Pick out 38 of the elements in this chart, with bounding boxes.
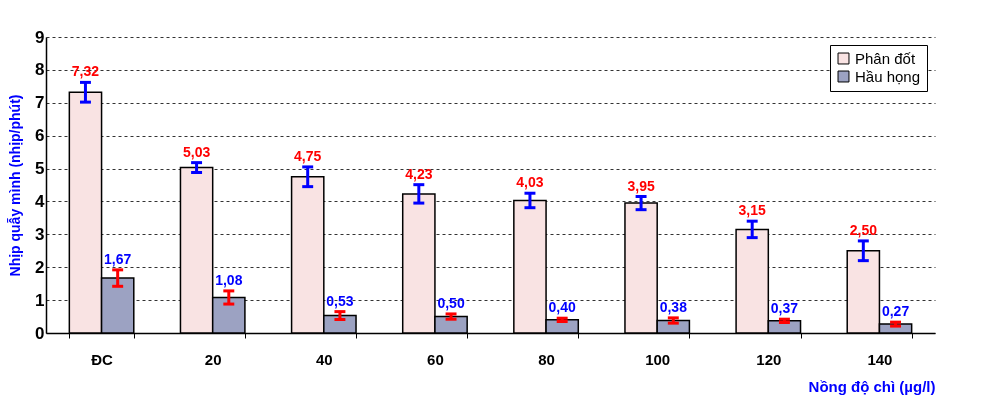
legend-label: Phân đốt (855, 49, 916, 67)
data-label: 0,38 (659, 298, 688, 315)
data-label: 0,53 (326, 292, 354, 309)
data-label: 4,75 (294, 147, 322, 164)
x-tick-label: 100 (645, 350, 671, 368)
data-label: 3,95 (627, 177, 655, 194)
y-tick-label: 0 (35, 323, 45, 343)
x-tick-label: 20 (204, 350, 222, 368)
data-label: 1,67 (104, 250, 132, 267)
data-label: 1,08 (215, 271, 243, 288)
x-axis-title: Nồng độ chì (µg/l) (808, 377, 936, 395)
data-label: 3,15 (738, 202, 767, 219)
y-tick-label: 7 (35, 93, 45, 113)
legend-label: Hầu họng (855, 67, 921, 85)
data-label: 5,03 (182, 143, 211, 160)
data-label: 2,50 (849, 221, 878, 238)
x-tick-label: 40 (315, 350, 333, 368)
y-tick-label: 9 (35, 27, 45, 47)
y-tick-label: 5 (35, 159, 45, 179)
y-tick-label: 1 (35, 290, 45, 310)
data-label: 4,23 (405, 165, 433, 182)
x-tick-label: 120 (756, 350, 782, 368)
data-label: 7,32 (71, 63, 100, 80)
data-label: 0,50 (437, 294, 465, 311)
y-tick-label: 2 (35, 257, 45, 277)
y-tick-label: 4 (35, 191, 46, 211)
data-label: 0,40 (548, 299, 577, 316)
data-label: 0,27 (881, 303, 910, 320)
x-tick-label: 140 (867, 350, 893, 368)
x-tick-label: 80 (538, 350, 555, 368)
data-label: 0,37 (770, 300, 799, 317)
data-label: 4,03 (516, 174, 544, 191)
y-axis-title: Nhịp quẫy mình (nhịp/phút) (7, 94, 24, 277)
x-tick-label: 60 (427, 350, 444, 368)
y-tick-label: 8 (35, 60, 45, 80)
y-tick-label: 6 (35, 126, 45, 146)
x-tick-label: ĐC (91, 350, 114, 368)
y-tick-label: 3 (35, 224, 45, 244)
